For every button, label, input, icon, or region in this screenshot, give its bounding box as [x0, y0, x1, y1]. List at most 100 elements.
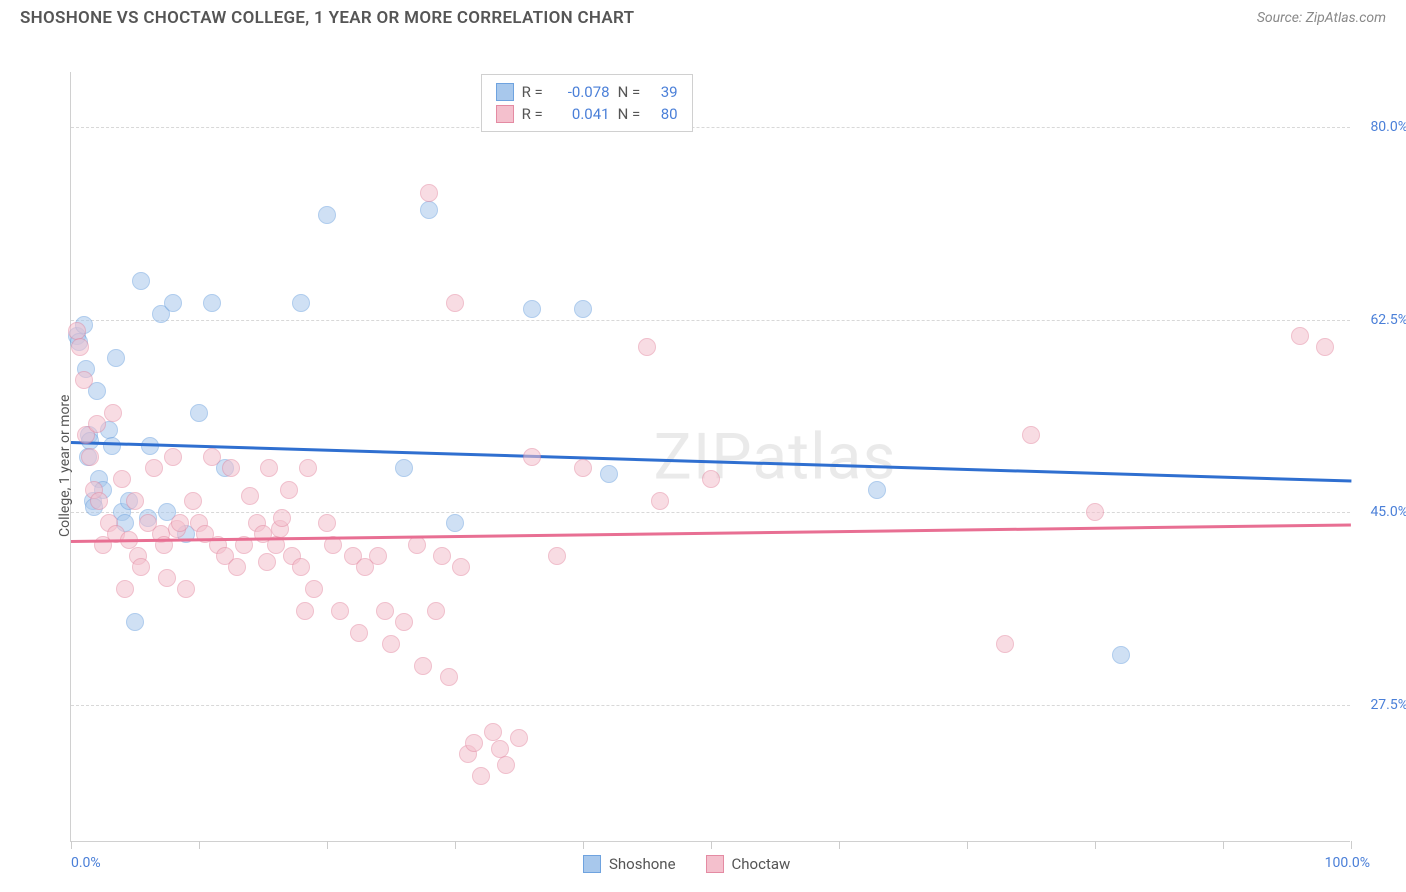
ytick-label: 80.0% — [1370, 119, 1406, 135]
data-point — [292, 558, 310, 576]
data-point — [548, 547, 566, 565]
data-point — [107, 349, 125, 367]
data-point — [177, 580, 195, 598]
data-point — [702, 470, 720, 488]
xtick — [1223, 841, 1224, 849]
data-point — [171, 514, 189, 532]
legend-n-value: 39 — [652, 81, 678, 103]
data-point — [318, 206, 336, 224]
data-point — [433, 547, 451, 565]
data-point — [88, 415, 106, 433]
data-point — [203, 294, 221, 312]
data-point — [104, 404, 122, 422]
ytick-label: 62.5% — [1370, 312, 1406, 328]
yaxis-title: College, 1 year or more — [57, 395, 73, 537]
legend-r-label: R = — [522, 103, 548, 125]
data-point — [472, 767, 490, 785]
plot-area: 27.5%45.0%62.5%80.0%0.0%100.0%College, 1… — [70, 72, 1350, 842]
data-point — [305, 580, 323, 598]
data-point — [465, 734, 483, 752]
data-point — [228, 558, 246, 576]
data-point — [116, 580, 134, 598]
data-point — [126, 613, 144, 631]
data-point — [1291, 327, 1309, 345]
legend-r-value: -0.078 — [556, 81, 610, 103]
xtick — [327, 841, 328, 849]
data-point — [158, 569, 176, 587]
data-point — [331, 602, 349, 620]
xtick — [711, 841, 712, 849]
data-point — [369, 547, 387, 565]
data-point — [574, 459, 592, 477]
data-point — [296, 602, 314, 620]
gridline — [71, 512, 1350, 513]
xtick — [455, 841, 456, 849]
data-point — [68, 322, 86, 340]
data-point — [71, 338, 89, 356]
data-point — [523, 300, 541, 318]
series-name: Choctaw — [732, 855, 791, 873]
legend-n-label: N = — [618, 103, 644, 125]
legend-n-label: N = — [618, 81, 644, 103]
series-name: Shoshone — [609, 855, 676, 873]
data-point — [132, 272, 150, 290]
data-point — [452, 558, 470, 576]
data-point — [145, 459, 163, 477]
data-point — [260, 459, 278, 477]
data-point — [414, 657, 432, 675]
data-point — [126, 492, 144, 510]
data-point — [427, 602, 445, 620]
legend-n-value: 80 — [652, 103, 678, 125]
xtick — [1095, 841, 1096, 849]
data-point — [376, 602, 394, 620]
series-legend-item: Choctaw — [706, 855, 791, 873]
data-point — [491, 740, 509, 758]
chart-header: SHOSHONE VS CHOCTAW COLLEGE, 1 YEAR OR M… — [0, 0, 1406, 32]
data-point — [446, 294, 464, 312]
data-point — [395, 613, 413, 631]
data-point — [318, 514, 336, 532]
gridline — [71, 320, 1350, 321]
data-point — [382, 635, 400, 653]
chart-title: SHOSHONE VS CHOCTAW COLLEGE, 1 YEAR OR M… — [20, 8, 634, 28]
source-attribution: Source: ZipAtlas.com — [1257, 10, 1386, 26]
data-point — [408, 536, 426, 554]
data-point — [103, 437, 121, 455]
data-point — [184, 492, 202, 510]
data-point — [273, 509, 291, 527]
gridline — [71, 705, 1350, 706]
data-point — [1112, 646, 1130, 664]
xaxis-max-label: 100.0% — [1325, 855, 1370, 871]
correlation-scatter-chart: 27.5%45.0%62.5%80.0%0.0%100.0%College, 1… — [20, 32, 1406, 892]
data-point — [420, 184, 438, 202]
legend-swatch — [496, 105, 514, 123]
data-point — [868, 481, 886, 499]
data-point — [446, 514, 464, 532]
data-point — [292, 294, 310, 312]
data-point — [280, 481, 298, 499]
data-point — [574, 300, 592, 318]
xtick — [71, 841, 72, 849]
data-point — [164, 294, 182, 312]
data-point — [1022, 426, 1040, 444]
ytick-label: 45.0% — [1370, 504, 1406, 520]
data-point — [299, 459, 317, 477]
data-point — [638, 338, 656, 356]
data-point — [75, 371, 93, 389]
xaxis-min-label: 0.0% — [71, 855, 101, 871]
data-point — [1316, 338, 1334, 356]
data-point — [90, 492, 108, 510]
data-point — [600, 465, 618, 483]
series-legend: Shoshone Choctaw — [583, 855, 790, 873]
watermark: ZIPatlas — [654, 420, 897, 495]
xtick — [1351, 841, 1352, 849]
data-point — [258, 553, 276, 571]
data-point — [164, 448, 182, 466]
xtick — [583, 841, 584, 849]
legend-r-label: R = — [522, 81, 548, 103]
series-legend-item: Shoshone — [583, 855, 676, 873]
data-point — [190, 404, 208, 422]
data-point — [420, 201, 438, 219]
legend-row: R = -0.078 N = 39 — [496, 81, 678, 103]
legend-swatch — [496, 83, 514, 101]
